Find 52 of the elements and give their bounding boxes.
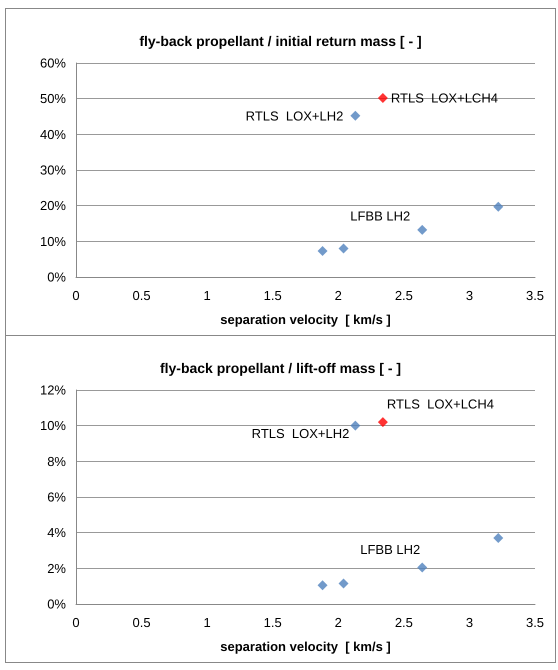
x-tick-label: 1.5 (264, 615, 282, 630)
x-tick-label: 3 (466, 615, 474, 630)
x-tick-label: 2 (334, 288, 342, 303)
chart-title: fly-back propellant / initial return mass [ - ] (139, 33, 422, 49)
x-tick-label: 3 (466, 288, 474, 303)
x-tick-label: 1 (204, 615, 211, 630)
y-tick-label: 30% (40, 162, 66, 178)
point (318, 580, 328, 590)
x-tick-label: 3.5 (526, 615, 544, 630)
annotation: RTLS LOX+LH2 (246, 108, 344, 124)
x-tick-label: 2.5 (394, 288, 413, 303)
annotation: RTLS LOX+LH2 (252, 426, 350, 442)
y-tick-label: 0% (47, 270, 66, 284)
y-tick-label: 10% (40, 234, 66, 249)
x-tick-label: 0 (72, 288, 80, 303)
x-tick-label: 0 (72, 615, 80, 630)
y-tick-label: 12% (40, 382, 66, 398)
point (417, 224, 428, 235)
point (493, 202, 504, 212)
x-axis-title: separation velocity [ km/s ] (220, 639, 391, 654)
point (378, 417, 388, 428)
point (350, 420, 360, 431)
point (378, 92, 388, 103)
y-tick-label: 8% (47, 454, 66, 469)
point (338, 578, 349, 588)
annotation: LFBB LH2 (360, 542, 420, 557)
x-tick-label: 3.5 (526, 288, 544, 303)
point (338, 243, 349, 254)
x-tick-label: 1 (204, 288, 211, 303)
y-tick-label: 4% (47, 525, 66, 540)
annotation: RTLS LOX+LCH4 (386, 396, 494, 412)
x-tick-label: 0.5 (132, 288, 151, 303)
x-tick-label: 0.5 (132, 615, 151, 630)
annotation: LFBB LH2 (350, 208, 410, 224)
y-tick-label: 6% (47, 490, 66, 504)
x-tick-label: 1.5 (264, 288, 282, 303)
x-tick-label: 2.5 (394, 615, 413, 630)
point (417, 562, 428, 572)
point (318, 246, 328, 256)
x-axis-title: separation velocity [ km/s ] (220, 312, 391, 327)
y-tick-label: 0% (47, 596, 66, 612)
chart-title: fly-back propellant / lift-off mass [ - ] (160, 360, 402, 376)
y-tick-label: 50% (40, 91, 66, 106)
y-tick-label: 60% (40, 56, 66, 70)
x-tick-label: 2 (334, 615, 342, 630)
point (493, 533, 504, 544)
y-tick-label: 40% (40, 126, 66, 142)
annotation: RTLS LOX+LCH4 (390, 90, 498, 106)
y-tick-label: 10% (40, 418, 66, 434)
y-tick-label: 20% (40, 198, 66, 214)
point (350, 110, 360, 121)
y-tick-label: 2% (47, 560, 66, 576)
